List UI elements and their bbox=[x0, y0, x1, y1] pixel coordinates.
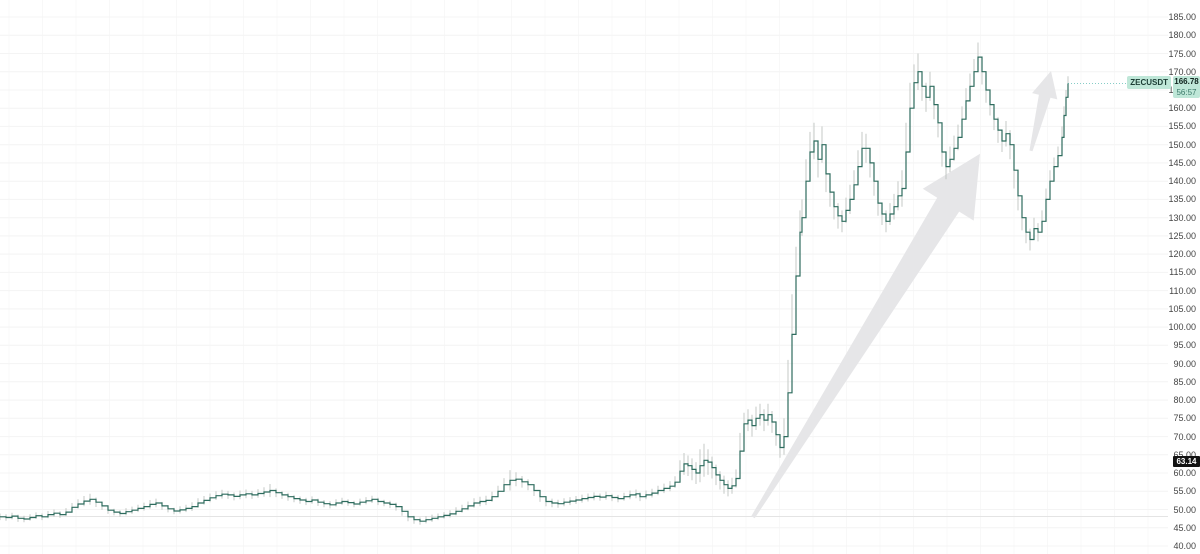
price-tick-label: 160.00 bbox=[1168, 103, 1196, 114]
price-tick-label: 175.00 bbox=[1168, 48, 1196, 59]
last-price-badge-row: ZECUSDT 166.78 56:57 bbox=[1127, 75, 1200, 98]
price-tick-label: 180.00 bbox=[1168, 30, 1196, 41]
last-price-value: 166.78 bbox=[1174, 76, 1199, 86]
price-tick-label: 145.00 bbox=[1168, 157, 1196, 168]
price-tick-label: 75.00 bbox=[1173, 413, 1196, 424]
symbol-badge: ZECUSDT bbox=[1127, 75, 1171, 89]
price-tick-label: 45.00 bbox=[1173, 522, 1196, 533]
vertical-gridlines bbox=[8, 0, 1149, 554]
arrow-up-drawing[interactable] bbox=[1029, 71, 1058, 152]
price-tick-label: 70.00 bbox=[1173, 431, 1196, 442]
price-tick-label: 120.00 bbox=[1168, 249, 1196, 260]
price-tick-label: 135.00 bbox=[1168, 194, 1196, 205]
price-tick-label: 130.00 bbox=[1168, 212, 1196, 223]
bar-countdown: 56:57 bbox=[1176, 87, 1197, 97]
price-tick-label: 115.00 bbox=[1169, 267, 1196, 278]
price-tick-label: 125.00 bbox=[1168, 230, 1196, 241]
last-price-badge: 166.78 56:57 bbox=[1173, 75, 1200, 98]
price-tick-label: 40.00 bbox=[1173, 541, 1196, 551]
arrow-up-drawing[interactable] bbox=[751, 153, 980, 519]
price-tick-label: 85.00 bbox=[1173, 376, 1196, 387]
secondary-price-badge: 63.14 bbox=[1173, 456, 1200, 468]
price-tick-label: 95.00 bbox=[1173, 340, 1196, 351]
price-tick-label: 100.00 bbox=[1168, 322, 1196, 333]
price-tick-label: 65.00 bbox=[1173, 449, 1196, 460]
price-tick-label: 55.00 bbox=[1173, 486, 1196, 497]
price-tick-label: 185.00 bbox=[1168, 12, 1196, 22]
price-tick-label: 110.00 bbox=[1169, 285, 1196, 296]
price-tick-label: 80.00 bbox=[1173, 395, 1196, 406]
price-tick-label: 105.00 bbox=[1168, 303, 1196, 314]
candle-series bbox=[0, 56, 1069, 522]
horizontal-gridlines bbox=[0, 16, 1168, 547]
price-tick-label: 60.00 bbox=[1173, 468, 1196, 478]
price-tick-label: 150.00 bbox=[1168, 139, 1196, 150]
price-tick-label: 90.00 bbox=[1173, 358, 1196, 369]
price-tick-label: 155.00 bbox=[1168, 121, 1196, 132]
price-tick-label: 140.00 bbox=[1168, 176, 1196, 187]
price-tick-label: 170.00 bbox=[1168, 66, 1196, 77]
price-tick-label: 50.00 bbox=[1173, 504, 1196, 515]
price-scale[interactable]: 185.00180.00175.00170.00165.00160.00155.… bbox=[1140, 0, 1200, 554]
